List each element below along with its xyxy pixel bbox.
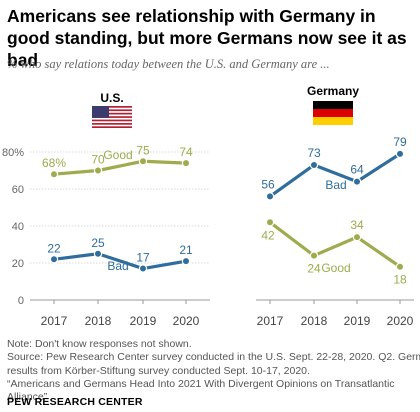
brand-logo-text: PEW RESEARCH CENTER — [7, 396, 143, 408]
de-good-point — [265, 218, 275, 227]
us-y-tick-label: 40 — [12, 221, 24, 233]
de-x-tick-label: 2020 — [387, 314, 414, 328]
us-panel: 0 20 40 60 80% 2017 2018 2019 2020 68% 70 75 74 Good 2… — [2, 143, 210, 328]
de-good-point — [395, 262, 405, 271]
germany-panel-title: Germany — [307, 84, 359, 98]
us-x-tick-label: 2020 — [173, 314, 200, 328]
us-bad-data-label: 17 — [136, 251, 150, 265]
us-good-point — [181, 158, 191, 168]
de-good-point — [352, 232, 362, 242]
footer-report-line-1: “Americans and Germans Head Into 2021 Wi… — [7, 377, 395, 390]
chart-subtitle: % who say relations today between the U.… — [7, 57, 330, 71]
de-bad-data-label: 73 — [307, 146, 321, 160]
de-bad-point — [352, 177, 362, 186]
us-good-point — [138, 157, 148, 166]
us-good-point — [49, 169, 59, 179]
us-bad-point — [49, 255, 59, 264]
footer-report-line-2: Alliance” — [7, 391, 48, 404]
de-bad-data-label: 64 — [350, 163, 364, 177]
chart-title: Americans see relationship with Germany … — [7, 6, 407, 70]
us-x-tick-label: 2018 — [85, 314, 112, 328]
us-bad-point — [138, 264, 148, 273]
de-good-series-label: Good — [321, 261, 350, 275]
de-bad-line — [268, 152, 402, 198]
de-bad-point — [395, 149, 405, 159]
us-bad-data-label: 21 — [179, 243, 193, 257]
de-x-tick-label: 2017 — [257, 314, 284, 328]
us-x-tick-label: 2019 — [130, 314, 157, 328]
us-bad-point — [181, 256, 191, 266]
us-bad-data-label: 25 — [91, 236, 105, 250]
us-good-point — [93, 166, 103, 175]
de-good-point — [309, 251, 319, 260]
footer: Note: Don't know responses not shown. So… — [7, 338, 420, 404]
us-x-tick-label: 2017 — [41, 314, 68, 328]
footer-source-line-1: Source: Pew Research Center survey condu… — [7, 351, 420, 364]
de-bad-series-label: Bad — [325, 178, 346, 192]
us-bad-series-label: Bad — [107, 259, 128, 273]
us-flag-icon — [92, 106, 132, 128]
us-panel-title: U.S. — [100, 91, 123, 105]
germany-panel: 2017 2018 2019 2020 56 73 64 79 Bad 42 24 34 18 Good — [256, 135, 414, 328]
de-bad-point — [265, 192, 275, 201]
de-good-line — [268, 220, 402, 269]
de-x-tick-label: 2019 — [344, 314, 371, 328]
charts-svg: U.S. Germany 0 20 40 60 80% 2017 2018 2019 2020 6… — [2, 84, 414, 328]
us-good-data-label: 74 — [179, 145, 193, 159]
us-y-tick-label: 80% — [2, 147, 24, 159]
us-good-line — [52, 159, 188, 176]
germany-flag-icon — [313, 101, 353, 125]
us-bad-data-label: 22 — [47, 241, 61, 255]
de-x-tick-label: 2018 — [301, 314, 328, 328]
us-good-data-label: 75 — [136, 143, 150, 157]
us-good-series-label: Good — [103, 148, 132, 162]
us-y-tick-label: 0 — [18, 295, 24, 307]
de-good-data-label: 24 — [307, 262, 321, 276]
de-bad-point — [309, 160, 319, 170]
de-bad-data-label: 56 — [261, 177, 275, 191]
footer-note: Note: Don't know responses not shown. — [7, 338, 192, 350]
de-good-data-label: 18 — [393, 273, 407, 287]
de-bad-data-label: 79 — [393, 135, 407, 149]
footer-source-line-2: results from Körber-Stiftung survey cond… — [7, 364, 310, 377]
de-good-data-label: 42 — [261, 228, 275, 242]
de-good-data-label: 34 — [350, 218, 364, 232]
us-y-tick-label: 20 — [12, 258, 24, 270]
us-y-tick-label: 60 — [12, 184, 24, 196]
us-good-data-label: 68% — [42, 156, 66, 170]
us-bad-point — [93, 249, 103, 258]
us-good-data-label: 70 — [91, 153, 105, 167]
us-bad-line — [52, 252, 188, 271]
